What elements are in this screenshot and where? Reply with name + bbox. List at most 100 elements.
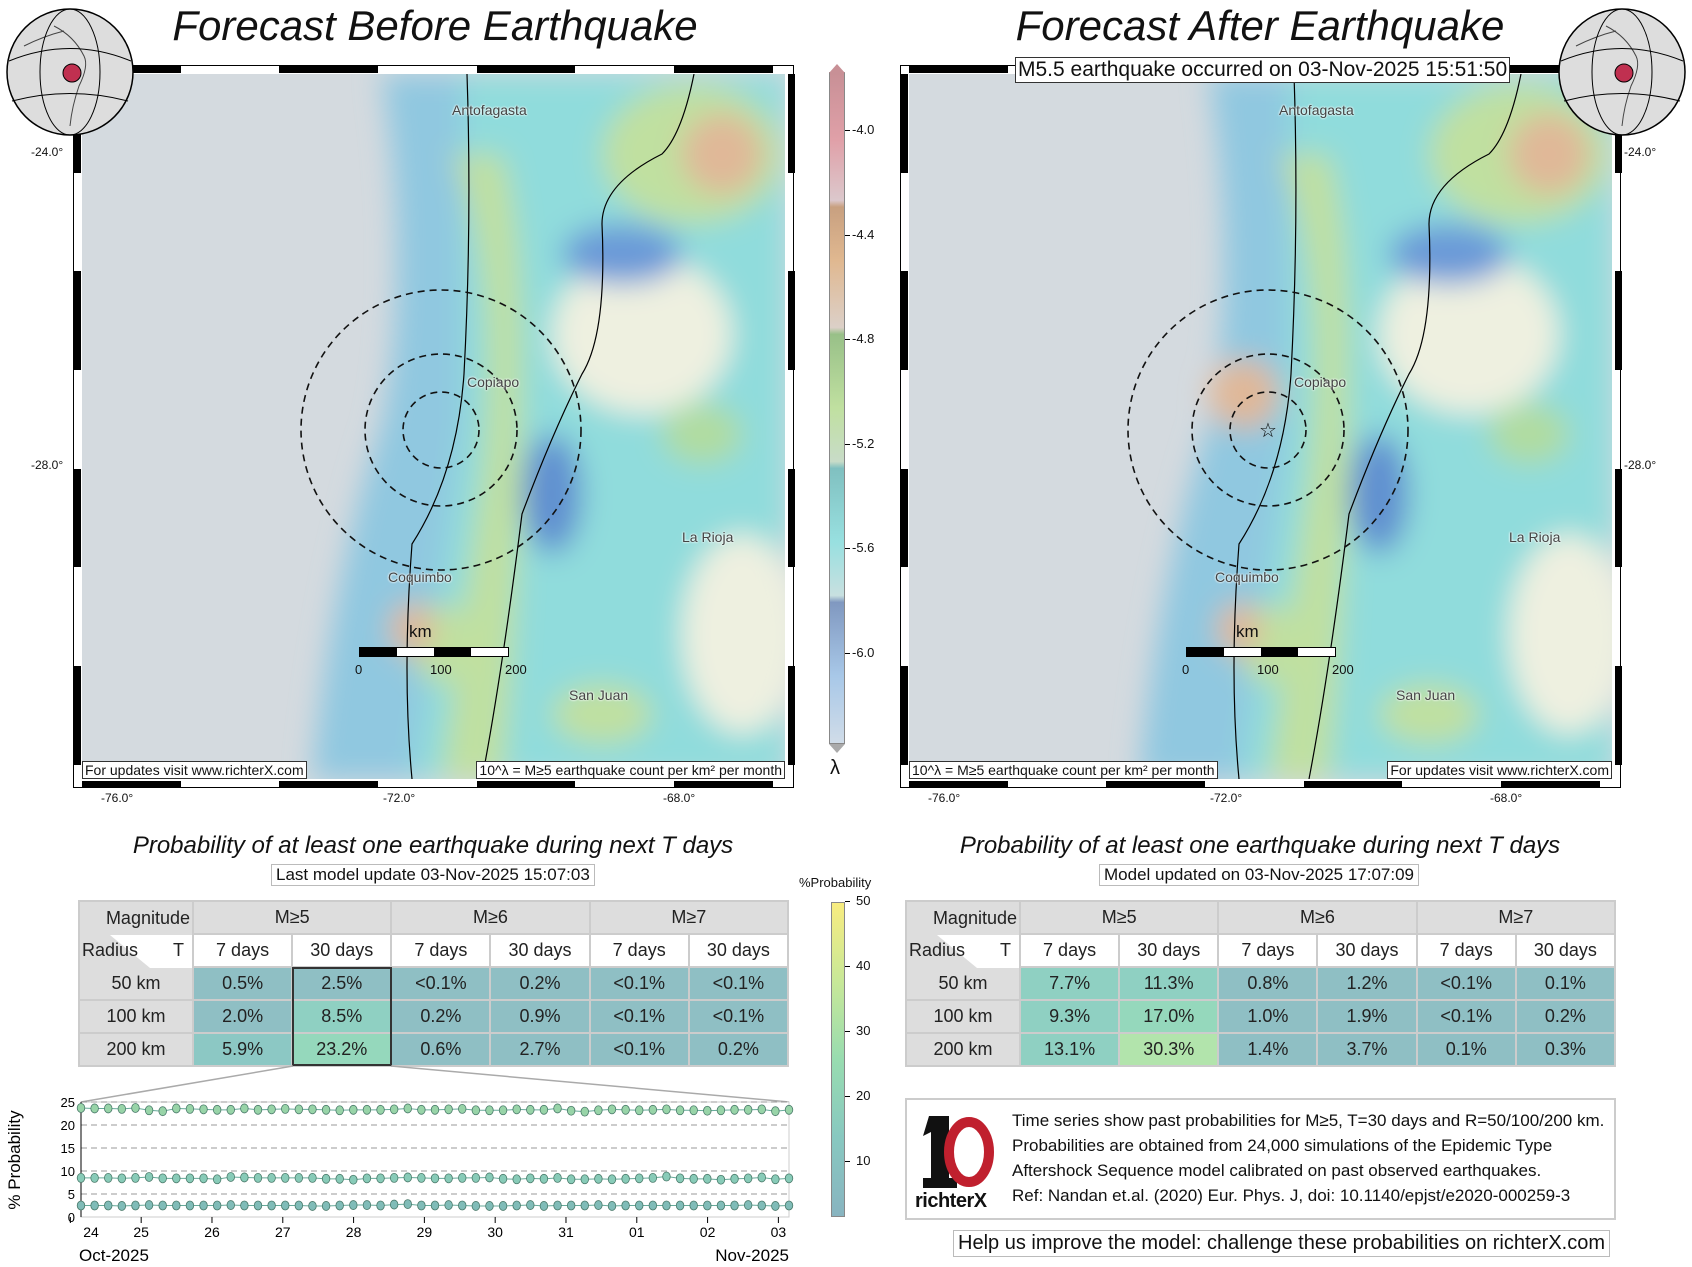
forecast-contour-region xyxy=(390,603,434,655)
selected-column-highlight xyxy=(292,967,392,1066)
data-point xyxy=(158,1106,167,1117)
probability-cell[interactable]: 0.2% xyxy=(390,999,492,1034)
data-point xyxy=(172,1173,181,1184)
data-point xyxy=(580,1174,589,1185)
data-point xyxy=(743,1200,753,1210)
lambda-colorbar xyxy=(829,72,845,744)
probability-cell[interactable]: 0.3% xyxy=(1514,1032,1617,1067)
data-point xyxy=(403,1199,412,1210)
help-link[interactable]: Help us improve the model: challenge the… xyxy=(953,1230,1611,1257)
data-point xyxy=(458,1200,467,1211)
probability-cell[interactable]: 0.2% xyxy=(1514,999,1617,1034)
map-frame-bottom-segment xyxy=(1106,781,1206,788)
probability-cell[interactable]: 17.0% xyxy=(1118,999,1220,1034)
longitude-label: -72.0° xyxy=(383,791,416,805)
data-point xyxy=(621,1104,630,1115)
probability-cell[interactable]: 1.0% xyxy=(1217,999,1319,1034)
data-point xyxy=(240,1103,249,1114)
data-point xyxy=(76,1103,86,1113)
radius-circle-38 xyxy=(402,391,480,469)
data-point xyxy=(539,1173,549,1184)
probability-cell[interactable]: 2.0% xyxy=(191,999,294,1034)
period-header: 7 days xyxy=(390,933,492,968)
radius-circle-76 xyxy=(364,353,518,507)
probability-cell[interactable]: <0.1% xyxy=(1415,999,1517,1034)
probability-cell[interactable]: <0.1% xyxy=(687,999,790,1034)
map-frame-right-segment xyxy=(1615,271,1622,371)
data-point xyxy=(580,1106,589,1117)
data-point xyxy=(403,1172,412,1183)
corner-left-label: Radius xyxy=(82,940,139,960)
units-note: 10^λ = M≥5 earthquake count per km² per … xyxy=(909,761,1218,779)
data-point xyxy=(417,1104,426,1115)
data-point xyxy=(444,1173,453,1184)
map-frame-bottom-segment xyxy=(909,781,1008,788)
corner-right-label: T xyxy=(173,940,184,960)
probability-cell[interactable]: <0.1% xyxy=(588,1032,690,1067)
data-point xyxy=(253,1200,263,1211)
probability-cell[interactable]: 1.2% xyxy=(1316,966,1418,1001)
probability-cell[interactable]: 3.7% xyxy=(1316,1032,1418,1067)
probability-cell[interactable]: 1.9% xyxy=(1316,999,1418,1034)
data-point xyxy=(621,1173,630,1184)
event-note: M5.5 earthquake occurred on 03-Nov-2025 … xyxy=(1015,57,1511,83)
updates-link[interactable]: For updates visit www.richterX.com xyxy=(1387,761,1612,779)
magnitude-header: M≥5 xyxy=(1018,900,1220,935)
data-point xyxy=(76,1173,86,1183)
data-point xyxy=(335,1105,344,1116)
probability-cell[interactable]: 0.9% xyxy=(489,999,591,1034)
prob-colorbar-tick-label: 40 xyxy=(856,958,871,973)
probability-cell[interactable]: 0.1% xyxy=(1514,966,1617,1001)
probability-cell[interactable]: 30.3% xyxy=(1118,1032,1220,1067)
probability-cell[interactable]: 5.9% xyxy=(191,1032,294,1067)
probability-cell[interactable]: 0.5% xyxy=(191,966,294,1001)
probability-cell[interactable]: 11.3% xyxy=(1118,966,1220,1001)
probability-cell[interactable]: <0.1% xyxy=(390,966,492,1001)
data-point xyxy=(553,1200,562,1211)
probability-cell[interactable]: 23.2% xyxy=(291,1032,393,1067)
right-table-title: Probability of at least one earthquake d… xyxy=(959,832,1561,859)
data-point xyxy=(158,1173,167,1184)
data-point xyxy=(512,1200,521,1211)
probability-cell[interactable]: 2.7% xyxy=(489,1032,591,1067)
probability-cell[interactable]: <0.1% xyxy=(1415,966,1517,1001)
probability-cell[interactable]: 9.3% xyxy=(1018,999,1121,1034)
prob-colorbar-tick-mark xyxy=(845,966,850,967)
table-row: 200 km 13.1% 30.3% 1.4% 3.7% 0.1% 0.3% xyxy=(905,1032,1617,1067)
left-forecast-map[interactable]: Antofagasta Copiapo La Rioja Coquimbo San Ju… xyxy=(73,65,795,788)
probability-cell[interactable]: 0.6% xyxy=(390,1032,492,1067)
probability-cell[interactable]: 0.2% xyxy=(489,966,591,1001)
right-map-title: Forecast After Earthquake xyxy=(1015,2,1505,49)
data-point xyxy=(389,1173,399,1183)
data-point xyxy=(689,1105,698,1116)
probability-cell[interactable]: 7.7% xyxy=(1018,966,1121,1001)
probability-cell[interactable]: 0.2% xyxy=(687,1032,790,1067)
probability-cell[interactable]: <0.1% xyxy=(687,966,790,1001)
updates-link[interactable]: For updates visit www.richterX.com xyxy=(82,761,307,779)
prob-colorbar-tick-label: 30 xyxy=(856,1023,871,1038)
scale-unit: km xyxy=(1236,622,1259,641)
data-point xyxy=(172,1200,181,1211)
radius-cell: 100 km xyxy=(78,999,194,1034)
x-tick-label: 29 xyxy=(417,1224,433,1240)
x-tick-label: 24 xyxy=(83,1224,99,1240)
probability-cell[interactable]: 13.1% xyxy=(1018,1032,1121,1067)
probability-cell[interactable]: 2.5% xyxy=(291,966,393,1001)
scale-tick-label: 0 xyxy=(1182,662,1190,677)
data-point xyxy=(784,1104,794,1115)
probability-cell[interactable]: <0.1% xyxy=(588,999,690,1034)
city-label: Antofagasta xyxy=(452,102,527,118)
probability-cell[interactable]: <0.1% xyxy=(588,966,690,1001)
probability-cell[interactable]: 0.1% xyxy=(1415,1032,1517,1067)
coastline xyxy=(1233,74,1297,779)
probability-cell[interactable]: 1.4% xyxy=(1217,1032,1319,1067)
data-point xyxy=(430,1173,440,1184)
data-point xyxy=(539,1104,549,1115)
magnitude-header: M≥5 xyxy=(191,900,393,935)
data-point xyxy=(458,1173,467,1183)
data-point xyxy=(471,1105,481,1116)
probability-cell[interactable]: 0.8% xyxy=(1217,966,1319,1001)
data-point xyxy=(594,1105,603,1116)
x-start-label: Oct-2025 xyxy=(79,1246,149,1265)
right-forecast-map[interactable]: ☆ Antofagasta Copiapo La Rioja Coquimbo San J… xyxy=(900,65,1622,788)
